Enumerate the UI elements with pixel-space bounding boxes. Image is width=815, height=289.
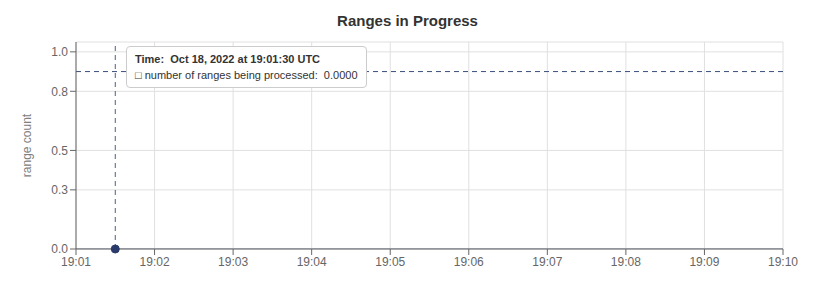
svg-text:range count: range count — [20, 113, 34, 177]
svg-text:19:01: 19:01 — [61, 255, 91, 269]
html-text:□ number of ranges being proce: □ number of ranges being processed: 0.00… — [135, 69, 358, 81]
svg-text:19:07: 19:07 — [532, 255, 562, 269]
svg-text:19:06: 19:06 — [454, 255, 484, 269]
svg-text:0.8: 0.8 — [51, 85, 68, 99]
svg-text:19:08: 19:08 — [611, 255, 641, 269]
html-text:Time: Oct 18, 2022 at 19:01:30: Time: Oct 18, 2022 at 19:01:30 UTC — [135, 53, 321, 65]
svg-text:0.3: 0.3 — [51, 183, 68, 197]
svg-text:19:03: 19:03 — [218, 255, 248, 269]
svg-text:0.5: 0.5 — [51, 144, 68, 158]
svg-text:19:09: 19:09 — [689, 255, 719, 269]
svg-text:19:02: 19:02 — [140, 255, 170, 269]
svg-text:19:04: 19:04 — [297, 255, 327, 269]
svg-text:1.0: 1.0 — [51, 45, 68, 59]
html-text:Ranges in Progress: Ranges in Progress — [337, 12, 478, 29]
svg-text:19:05: 19:05 — [375, 255, 405, 269]
svg-text:19:10: 19:10 — [768, 255, 798, 269]
svg-text:0.0: 0.0 — [51, 242, 68, 256]
